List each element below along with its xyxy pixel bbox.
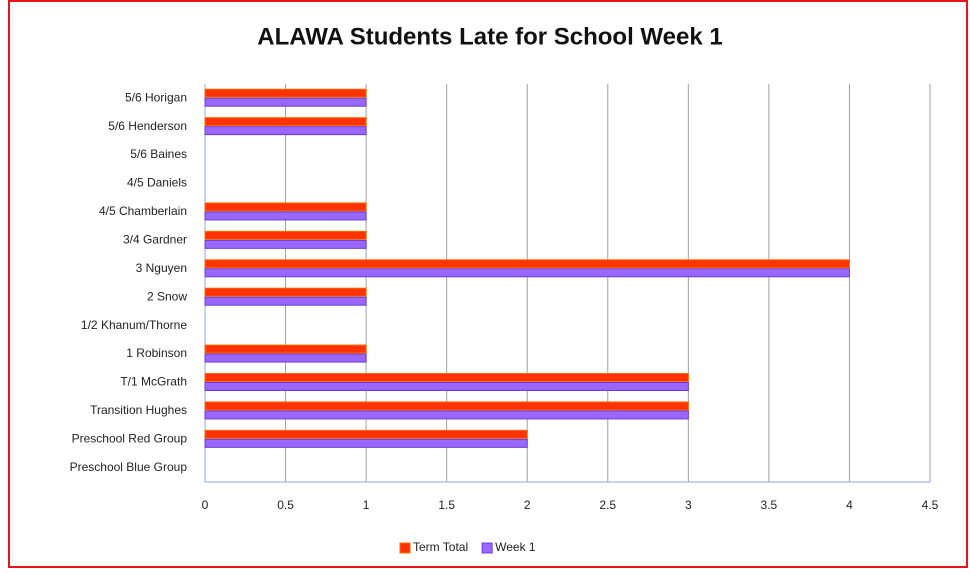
x-tick-label: 0 [202, 498, 209, 512]
bar [204, 438, 528, 448]
bar [204, 239, 367, 249]
chart-border [8, 0, 968, 568]
bar [204, 401, 689, 411]
y-tick-label: 5/6 Baines [130, 147, 187, 161]
x-tick-label: 4 [846, 498, 853, 512]
y-tick-label: Preschool Red Group [72, 432, 188, 446]
y-tick-label: 3/4 Gardner [123, 233, 187, 247]
x-tick-label: 3.5 [761, 498, 778, 512]
y-tick-label: 5/6 Horigan [125, 90, 187, 104]
x-tick-label: 1.5 [438, 498, 455, 512]
x-tick-label: 0.5 [277, 498, 294, 512]
y-tick-label: T/1 McGrath [120, 375, 187, 389]
y-tick-label: 2 Snow [147, 289, 187, 303]
bar [204, 382, 689, 391]
chart-title: ALAWA Students Late for School Week 1 [257, 23, 722, 50]
bar [204, 344, 367, 354]
bar [204, 259, 850, 269]
x-tick-label: 2 [524, 498, 531, 512]
bar [204, 353, 367, 363]
bar [204, 287, 367, 297]
bar [204, 373, 689, 382]
legend-swatch [399, 542, 411, 554]
x-tick-label: 1 [363, 498, 370, 512]
bar [204, 88, 367, 98]
y-tick-label: 1 Robinson [126, 346, 187, 360]
legend-label: Term Total [413, 540, 468, 554]
bar [204, 410, 689, 420]
y-tick-label: 3 Nguyen [136, 261, 187, 275]
y-tick-label: 1/2 Khanum/Thorne [81, 318, 187, 332]
bar [204, 117, 367, 127]
bar [204, 429, 528, 439]
bar [204, 296, 367, 306]
y-tick-label: 4/5 Daniels [127, 176, 187, 190]
y-tick-label: 5/6 Henderson [108, 119, 187, 133]
bar [204, 211, 367, 221]
y-tick-label: Transition Hughes [90, 403, 187, 417]
bar [204, 230, 367, 240]
bar [204, 97, 367, 107]
x-tick-label: 2.5 [599, 498, 616, 512]
y-tick-label: Preschool Blue Group [70, 460, 188, 474]
legend-swatch [481, 542, 493, 554]
bar [204, 126, 367, 136]
bar [204, 202, 367, 212]
x-tick-label: 3 [685, 498, 692, 512]
y-tick-label: 4/5 Chamberlain [99, 204, 187, 218]
legend-label: Week 1 [495, 540, 536, 554]
x-tick-label: 4.5 [922, 498, 939, 512]
bar [204, 268, 850, 278]
